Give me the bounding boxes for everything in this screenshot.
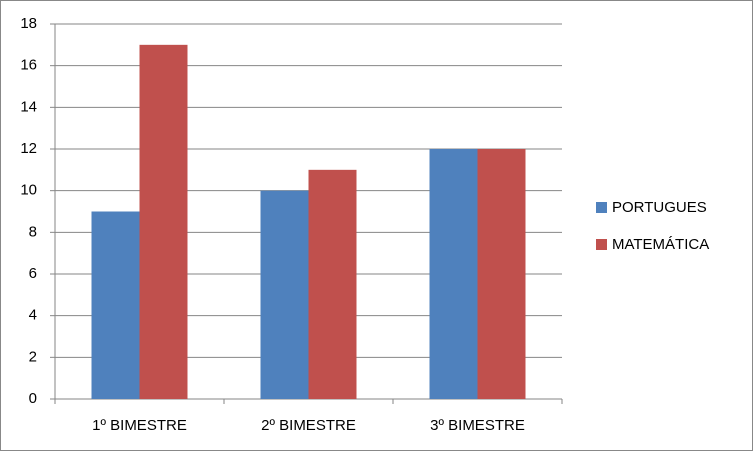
bar [91,211,140,399]
x-tick-label: 2º BIMESTRE [261,417,356,434]
bar [477,149,526,399]
x-tick-label: 1º BIMESTRE [92,417,187,434]
y-tick-label: 18 [20,15,37,32]
legend-label: PORTUGUES [612,199,707,216]
bar [139,44,188,399]
y-tick-label: 14 [20,98,37,115]
x-tick-label: 3º BIMESTRE [430,417,525,434]
y-tick-label: 0 [29,390,37,407]
y-tick-label: 6 [29,265,37,282]
bar [308,169,357,399]
y-tick-label: 16 [20,57,37,74]
legend-label: MATEMÁTICA [612,236,709,253]
legend-swatch [596,202,607,213]
legend-swatch [596,239,607,250]
bar [429,149,478,399]
y-tick-label: 12 [20,140,37,157]
bar [260,190,309,399]
y-tick-label: 4 [29,307,37,324]
y-tick-label: 2 [29,348,37,365]
y-tick-label: 8 [29,223,37,240]
y-tick-label: 10 [20,182,37,199]
